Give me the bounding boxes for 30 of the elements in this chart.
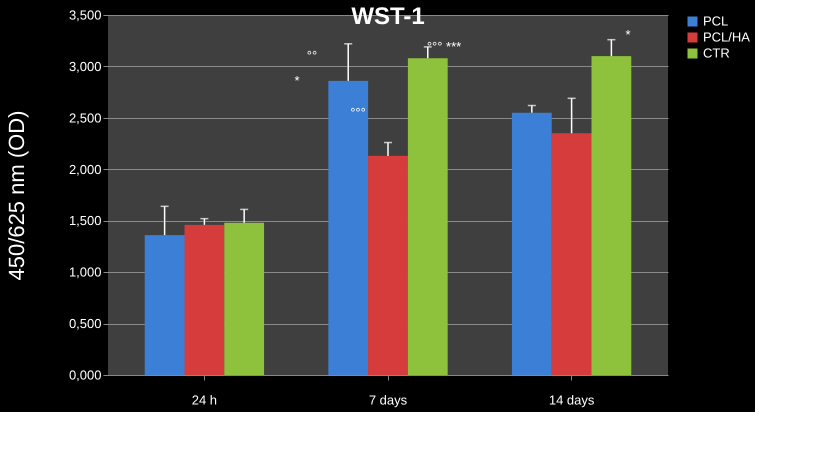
y-tick-label: 3,000 bbox=[68, 58, 102, 74]
legend-label: PCL bbox=[703, 14, 728, 28]
y-tick-label: 3,500 bbox=[68, 8, 102, 22]
annotation: °°° bbox=[350, 105, 366, 120]
bar bbox=[408, 58, 448, 375]
bar bbox=[144, 235, 185, 375]
bar bbox=[591, 56, 632, 375]
x-tick-label: 7 days bbox=[368, 392, 408, 408]
y-tick-label: 0,500 bbox=[68, 316, 102, 332]
bar bbox=[328, 80, 368, 375]
annotation: °° bbox=[306, 48, 318, 63]
bar bbox=[184, 224, 224, 375]
y-tick-label: 0,000 bbox=[68, 368, 102, 382]
x-tick-label: 24 h bbox=[192, 392, 218, 408]
legend-label: PCL/HA bbox=[703, 30, 750, 44]
chart-title: WST-1 bbox=[351, 3, 425, 30]
bar bbox=[512, 112, 552, 375]
legend-label: CTR bbox=[703, 46, 730, 60]
x-tick-label: 14 days bbox=[548, 392, 595, 408]
annotation: * bbox=[294, 73, 300, 88]
y-tick-label: 1,000 bbox=[68, 264, 102, 280]
bar bbox=[224, 222, 264, 375]
y-tick-label: 2,500 bbox=[68, 110, 102, 126]
y-tick-label: 1,500 bbox=[68, 213, 102, 228]
bar bbox=[552, 133, 592, 375]
annotation: °°° *** bbox=[426, 39, 462, 54]
y-axis-title: 450/625 nm (OD) bbox=[4, 110, 29, 280]
bar bbox=[368, 156, 408, 375]
annotation: * bbox=[625, 27, 631, 42]
y-tick-label: 2,000 bbox=[68, 162, 102, 177]
